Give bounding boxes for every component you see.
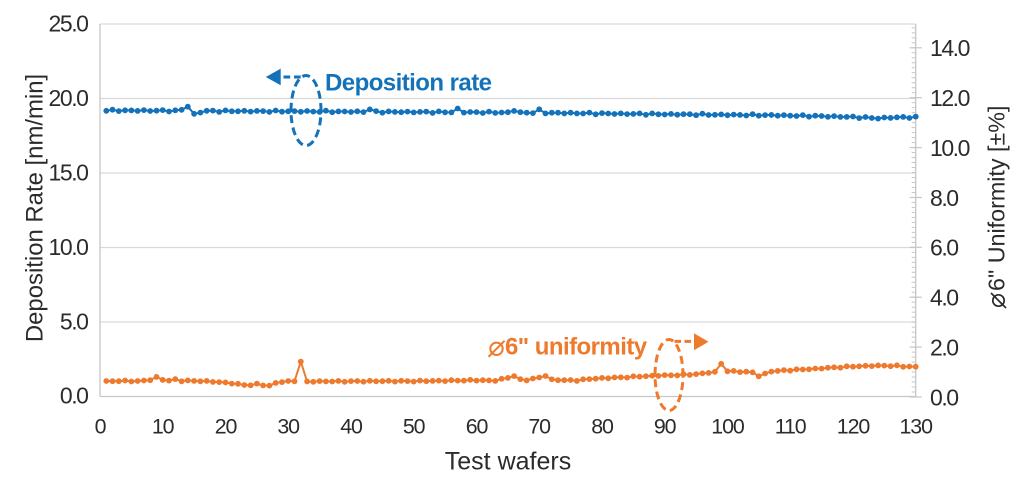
svg-text:Deposition rate: Deposition rate xyxy=(325,70,492,97)
svg-text:20.0: 20.0 xyxy=(49,85,89,111)
svg-text:90: 90 xyxy=(654,414,677,438)
svg-text:100: 100 xyxy=(711,414,745,438)
svg-text:60: 60 xyxy=(466,414,489,438)
svg-text:6.0: 6.0 xyxy=(930,235,958,261)
svg-text:130: 130 xyxy=(900,414,934,438)
svg-text:10.0: 10.0 xyxy=(49,234,89,260)
svg-text:0.0: 0.0 xyxy=(60,383,88,409)
svg-text:15.0: 15.0 xyxy=(49,159,89,185)
svg-text:Test wafers: Test wafers xyxy=(445,448,571,476)
svg-text:5.0: 5.0 xyxy=(60,308,88,334)
svg-text:50: 50 xyxy=(403,414,426,438)
svg-text:4.0: 4.0 xyxy=(930,285,958,311)
svg-text:110: 110 xyxy=(775,414,807,438)
svg-text:6" Uniformity [±%]: 6" Uniformity [±%] xyxy=(984,106,1010,291)
svg-text:30: 30 xyxy=(277,414,300,438)
svg-text:14.0: 14.0 xyxy=(930,35,970,61)
svg-text:40: 40 xyxy=(340,414,363,438)
svg-text:Deposition Rate [nm/min]: Deposition Rate [nm/min] xyxy=(22,74,49,342)
svg-text:6" uniformity: 6" uniformity xyxy=(505,334,648,361)
svg-text:10: 10 xyxy=(152,414,175,438)
svg-text:12.0: 12.0 xyxy=(930,85,970,111)
svg-text:80: 80 xyxy=(591,414,614,438)
svg-text:70: 70 xyxy=(528,414,551,438)
svg-text:20: 20 xyxy=(215,414,238,438)
svg-text:2.0: 2.0 xyxy=(930,335,958,361)
svg-text:8.0: 8.0 xyxy=(930,185,958,211)
svg-text:120: 120 xyxy=(837,414,871,438)
svg-text:0.0: 0.0 xyxy=(930,384,958,410)
svg-text:25.0: 25.0 xyxy=(49,10,89,36)
svg-text:10.0: 10.0 xyxy=(930,135,970,161)
svg-text:0: 0 xyxy=(95,414,107,438)
